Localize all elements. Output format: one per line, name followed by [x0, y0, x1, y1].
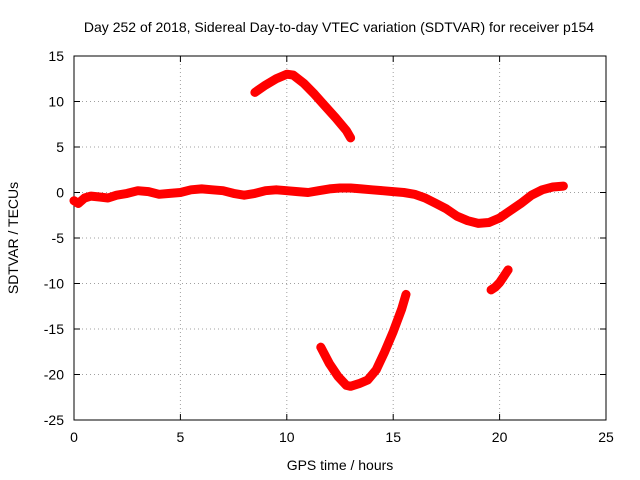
y-axis-label: SDTVAR / TECUs — [5, 182, 21, 294]
y-tick-label: 0 — [56, 185, 64, 201]
series-main-track — [74, 186, 563, 223]
x-tick-label: 5 — [177, 429, 185, 445]
y-tick-labels: -25 -20 -15 -10 -5 0 5 10 15 — [44, 48, 64, 428]
x-tick-label: 20 — [492, 429, 508, 445]
x-tick-label: 25 — [598, 429, 614, 445]
x-tick-label: 0 — [70, 429, 78, 445]
series-upper-arc — [255, 74, 351, 138]
data-series — [74, 74, 563, 386]
x-axis-label: GPS time / hours — [287, 457, 394, 473]
y-tick-label: -25 — [44, 412, 64, 428]
x-tick-label: 10 — [279, 429, 295, 445]
chart-title: Day 252 of 2018, Sidereal Day-to-day VTE… — [84, 19, 594, 35]
y-tick-label: 15 — [48, 48, 64, 64]
y-tick-label: -10 — [44, 276, 64, 292]
y-tick-label: -15 — [44, 321, 64, 337]
y-tick-label: 10 — [48, 94, 64, 110]
x-tick-labels: 0 5 10 15 20 25 — [70, 429, 614, 445]
y-tick-label: -5 — [52, 230, 65, 246]
sdtvar-chart: Day 252 of 2018, Sidereal Day-to-day VTE… — [0, 0, 640, 480]
y-tick-label: -20 — [44, 367, 64, 383]
x-tick-label: 15 — [385, 429, 401, 445]
grid-lines — [74, 56, 606, 420]
y-tick-label: 5 — [56, 139, 64, 155]
